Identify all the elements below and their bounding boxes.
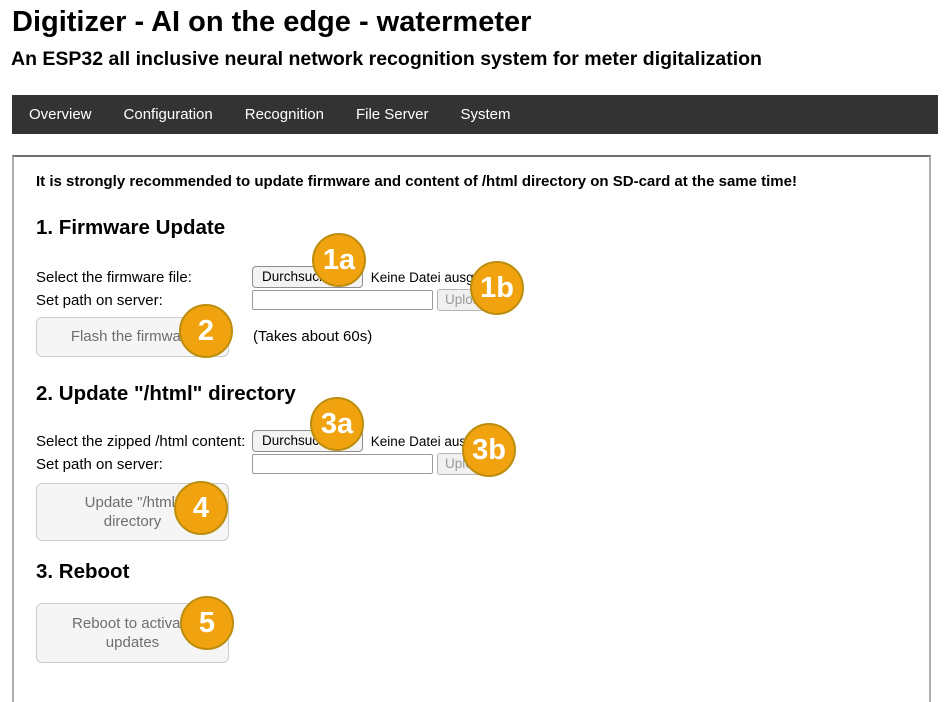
content-panel: It is strongly recommended to update fir… — [12, 155, 931, 702]
step-badge-1a: 1a — [312, 233, 366, 287]
main-navbar: Overview Configuration Recognition File … — [12, 95, 938, 134]
html-path-label: Set path on server: — [36, 455, 163, 473]
firmware-action-row: Flash the firmware (Takes about 60s) — [36, 316, 909, 357]
page-subtitle: An ESP32 all inclusive neural network re… — [11, 48, 762, 70]
nav-item-recognition[interactable]: Recognition — [244, 106, 324, 123]
flash-duration-note: (Takes about 60s) — [253, 328, 373, 345]
html-section-heading: 2. Update "/html" directory — [36, 381, 296, 405]
html-file-label: Select the zipped /html content: — [36, 432, 246, 450]
page-title: Digitizer - AI on the edge - watermeter — [12, 6, 532, 38]
nav-item-overview[interactable]: Overview — [29, 106, 92, 123]
step-badge-1b: 1b — [470, 261, 524, 315]
step-badge-3a: 3a — [310, 397, 364, 451]
nav-item-system[interactable]: System — [460, 106, 511, 123]
step-badge-4: 4 — [174, 481, 228, 535]
html-path-input[interactable] — [252, 454, 433, 474]
firmware-file-label: Select the firmware file: — [36, 268, 192, 286]
reboot-section-heading: 3. Reboot — [36, 559, 130, 583]
nav-item-configuration[interactable]: Configuration — [123, 106, 213, 123]
firmware-section-heading: 1. Firmware Update — [36, 215, 226, 239]
step-badge-3b: 3b — [462, 423, 516, 477]
step-badge-2: 2 — [179, 304, 233, 358]
firmware-path-label: Set path on server: — [36, 291, 163, 309]
html-path-row: Set path on server: Upload — [36, 453, 909, 476]
update-warning-text: It is strongly recommended to update fir… — [36, 173, 797, 190]
nav-item-file-server[interactable]: File Server — [355, 106, 429, 123]
firmware-path-input[interactable] — [252, 290, 433, 310]
step-badge-5: 5 — [180, 596, 234, 650]
